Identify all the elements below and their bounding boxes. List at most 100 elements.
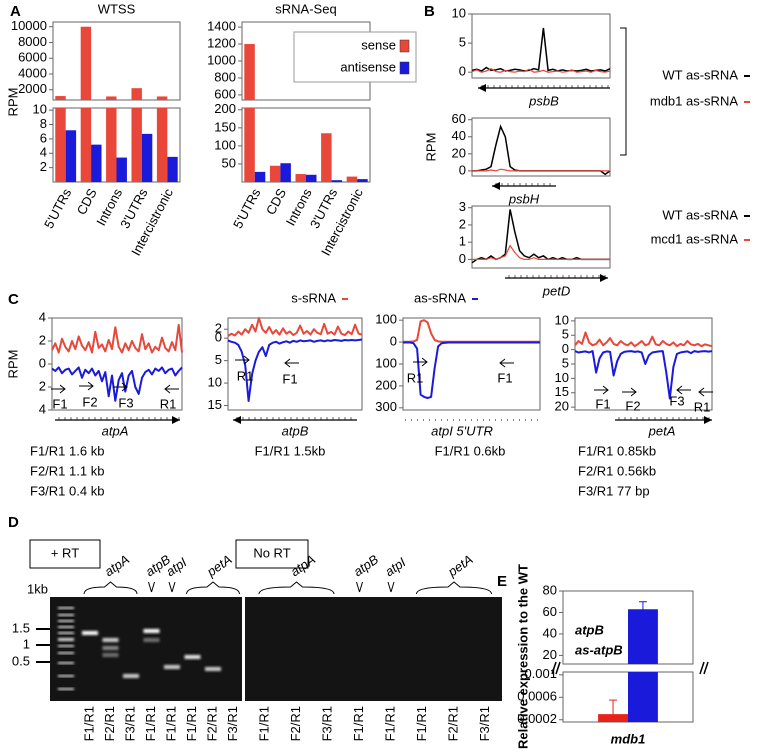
- legend-label: as-sRNA: [414, 290, 466, 305]
- product-size: F1/R1 1.6 kb: [30, 443, 104, 458]
- primer-arrow: [499, 358, 506, 368]
- primer-label: R1: [694, 399, 711, 414]
- y-tick-label: 5: [562, 355, 569, 370]
- bar: [80, 108, 92, 182]
- lane-label: F3/R1: [319, 706, 334, 741]
- lane-label: F1/R1: [382, 706, 397, 741]
- axis-break: [232, 101, 380, 107]
- legend-label: sense: [361, 37, 396, 52]
- size-label: 0.5: [12, 653, 30, 668]
- lane-label: F1/R1: [256, 706, 271, 741]
- bar: [357, 179, 368, 182]
- y-tick-label: 10: [555, 370, 569, 385]
- bar: [306, 174, 317, 182]
- y-tick-label: 0.001: [524, 666, 557, 681]
- bar: [156, 96, 168, 100]
- arrow-head: [172, 416, 180, 424]
- y-tick-label: 0.0002: [517, 711, 557, 726]
- lane-pointer: [168, 581, 173, 593]
- series-line: [472, 168, 610, 172]
- x-tick-label: 5'UTRs: [41, 186, 75, 231]
- bar: [254, 171, 266, 182]
- primer-label: F3: [669, 393, 684, 408]
- chart-title: WTSS: [98, 1, 136, 16]
- legend-label: WT as-sRNA: [662, 67, 738, 82]
- gene-bracket: [83, 581, 138, 595]
- y-tick-label: 0: [562, 341, 569, 356]
- series-line: [574, 350, 713, 400]
- primer-label: R1: [407, 370, 424, 385]
- y-tick-label: 2: [40, 159, 47, 174]
- gel-band: [102, 646, 119, 650]
- bar: [628, 672, 658, 722]
- break-mark: [699, 661, 709, 675]
- y-tick-label: 2: [459, 216, 466, 231]
- product-size: F1/R1 1.5kb: [255, 443, 326, 458]
- bar: [269, 165, 281, 182]
- x-tick-label: mdb1: [611, 731, 646, 746]
- series-line: [227, 338, 363, 402]
- lane-label: F1/R1: [143, 706, 158, 741]
- primer-label: F2: [625, 398, 640, 413]
- y-tick-label: 1: [459, 234, 466, 249]
- gene-label: petA: [203, 552, 234, 580]
- y-tick-label: 2000: [18, 81, 47, 96]
- y-tick-label: 0: [390, 334, 397, 349]
- y-tick-label: 1400: [207, 19, 236, 34]
- gene-label: psbB: [528, 93, 559, 108]
- ladder-band: [58, 620, 74, 622]
- gel-band: [164, 665, 180, 669]
- plot-frame: [241, 107, 371, 183]
- arrow-head: [600, 274, 608, 282]
- y-tick-label: 10000: [11, 18, 47, 33]
- bar: [295, 174, 306, 182]
- gel-band: [143, 629, 160, 633]
- gel-image: [50, 597, 502, 701]
- panel-letter: D: [8, 514, 19, 531]
- primer-arrow: [164, 384, 171, 394]
- y-tick-label: 2: [215, 321, 222, 336]
- gel-band: [184, 655, 201, 659]
- lane-label: F1/R1: [184, 706, 199, 741]
- lane-label: F1/R1: [163, 706, 178, 741]
- bar: [244, 44, 255, 100]
- legend-box: [293, 31, 417, 83]
- y-axis-label: Relative expression to the WT: [515, 564, 530, 749]
- primer-label: F3: [118, 395, 133, 410]
- y-tick-label: 5: [459, 35, 466, 50]
- ladder-band: [58, 626, 74, 628]
- x-tick-label: CDS: [263, 186, 289, 218]
- lane-label: F1/R1: [414, 706, 429, 741]
- ladder-band: [58, 638, 74, 641]
- legend-swatch: [399, 61, 410, 75]
- product-size: F1/R1 0.85kb: [578, 443, 656, 458]
- primer-arrow: [121, 382, 128, 392]
- bar: [156, 108, 168, 182]
- ladder-band: [58, 675, 74, 677]
- bar: [346, 176, 358, 182]
- bar: [55, 96, 66, 100]
- bar: [331, 180, 343, 182]
- bar: [167, 156, 178, 182]
- primer-label: R1: [160, 396, 177, 411]
- primer-label: F1: [497, 370, 512, 385]
- lane-label: F3/R1: [225, 706, 240, 741]
- legend-label: s-sRNA: [291, 290, 336, 305]
- size-label: 1: [23, 636, 30, 651]
- series-line: [574, 331, 713, 348]
- series-line: [471, 27, 611, 72]
- product-size: F2/R1 0.56kb: [578, 463, 656, 478]
- gene-bracket: [416, 581, 492, 595]
- primer-arrow: [243, 355, 250, 365]
- lane-label: F3/R1: [477, 706, 492, 741]
- size-label: 1.5: [12, 620, 30, 635]
- chart-title: sRNA-Seq: [275, 1, 336, 16]
- group-box: [235, 539, 309, 569]
- y-tick-label: 20: [543, 647, 557, 662]
- legend-swatch: [399, 39, 410, 53]
- primer-arrow: [284, 358, 291, 368]
- group-box: [29, 539, 101, 569]
- plot-frame: [471, 205, 611, 269]
- y-axis-label: RPM: [5, 88, 20, 117]
